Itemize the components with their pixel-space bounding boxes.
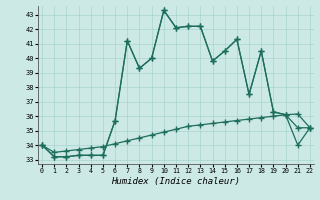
X-axis label: Humidex (Indice chaleur): Humidex (Indice chaleur) bbox=[111, 177, 241, 186]
